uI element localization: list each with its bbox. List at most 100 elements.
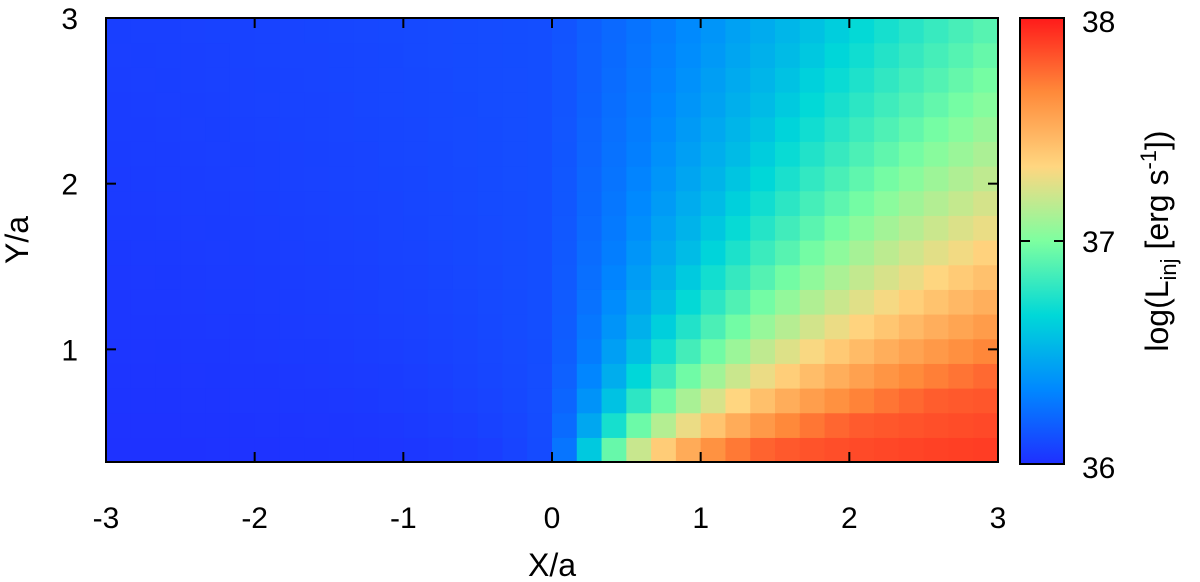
heatmap-cell (824, 314, 850, 340)
heatmap-cell (180, 314, 206, 340)
heatmap-cell (750, 240, 776, 266)
heatmap-cell (775, 289, 801, 315)
heatmap-cell (849, 412, 875, 438)
heatmap-cell (626, 141, 652, 167)
x-tick-label: 0 (544, 502, 561, 535)
heatmap-cell (799, 314, 826, 340)
heatmap-cell (923, 388, 950, 414)
heatmap-cell (552, 92, 578, 118)
heatmap-cell (180, 240, 206, 266)
heatmap-cell (898, 116, 925, 142)
heatmap-cell (502, 314, 528, 340)
heatmap-cell (279, 166, 305, 192)
heatmap-cell (304, 92, 330, 118)
heatmap-cell (576, 42, 603, 68)
heatmap-cell (675, 141, 702, 167)
heatmap-cell (948, 190, 974, 216)
heatmap-cell (651, 116, 677, 142)
heatmap-cell (180, 388, 206, 414)
heatmap-cell (304, 412, 330, 438)
heatmap-cell (452, 67, 479, 93)
heatmap-cell (229, 190, 256, 216)
heatmap-cell (651, 141, 677, 167)
heatmap-cell (675, 289, 702, 315)
heatmap-cell (353, 363, 380, 389)
x-tick-label: 1 (692, 502, 709, 535)
heatmap-cell (329, 42, 355, 68)
heatmap-cell (651, 190, 677, 216)
heatmap-cell (775, 437, 801, 463)
heatmap-cell (973, 437, 999, 463)
heatmap-cell (601, 388, 627, 414)
heatmap-cell (403, 412, 429, 438)
heatmap-cell (452, 166, 479, 192)
heatmap-cell (874, 412, 900, 438)
heatmap-cell (849, 314, 875, 340)
heatmap-cell (304, 363, 330, 389)
heatmap-cell (452, 289, 479, 315)
heatmap-cell (452, 264, 479, 290)
heatmap-cell (279, 264, 305, 290)
heatmap-cell (130, 141, 157, 167)
heatmap-cell (353, 116, 380, 142)
heatmap-cell (229, 18, 256, 44)
heatmap-cell (304, 338, 330, 364)
heatmap-cell (452, 338, 479, 364)
heatmap-cell (651, 338, 677, 364)
heatmap-cell (229, 141, 256, 167)
heatmap-cell (477, 388, 504, 414)
heatmap-cell (304, 215, 330, 241)
heatmap-cell (849, 289, 875, 315)
heatmap-cell (799, 412, 826, 438)
heatmap-cell (824, 264, 850, 290)
heatmap-cell (130, 314, 157, 340)
heatmap-cell (279, 215, 305, 241)
heatmap-cell (329, 289, 355, 315)
heatmap-cell (824, 190, 850, 216)
y-axis-ticks: 1 2 3 (61, 3, 998, 367)
heatmap-cell (626, 437, 652, 463)
heatmap-cell (725, 363, 751, 389)
heatmap-cell (205, 289, 231, 315)
heatmap-cell (874, 338, 900, 364)
heatmap-cell (675, 190, 702, 216)
heatmap-cell (130, 437, 157, 463)
heatmap-cell (106, 116, 132, 142)
heatmap-cell (304, 166, 330, 192)
heatmap-cell (750, 116, 776, 142)
heatmap-cell (973, 388, 999, 414)
heatmap-cell (874, 42, 900, 68)
heatmap-cell (502, 141, 528, 167)
heatmap-cell (477, 166, 504, 192)
heatmap-cell (477, 289, 504, 315)
heatmap-cell (626, 116, 652, 142)
heatmap-cell (477, 314, 504, 340)
heatmap-cell (725, 388, 751, 414)
heatmap-cell (601, 18, 627, 44)
heatmap-cell (403, 215, 429, 241)
heatmap-cell (254, 67, 281, 93)
heatmap-cell (180, 412, 206, 438)
heatmap-cell (552, 240, 578, 266)
heatmap-cell (948, 363, 974, 389)
heatmap-cell (775, 116, 801, 142)
heatmap-cell (799, 338, 826, 364)
heatmap-cell (923, 166, 950, 192)
heatmap-cell (626, 264, 652, 290)
heatmap-cell (403, 240, 429, 266)
heatmap-cell (775, 314, 801, 340)
heatmap-cell (775, 363, 801, 389)
heatmap-cell (552, 412, 578, 438)
heatmap-cell (898, 363, 925, 389)
heatmap-cell (601, 67, 627, 93)
heatmap-cell (849, 166, 875, 192)
heatmap-cell (353, 412, 380, 438)
heatmap-cell (898, 289, 925, 315)
heatmap-cell (923, 264, 950, 290)
heatmap-cell (106, 437, 132, 463)
heatmap-cell (229, 412, 256, 438)
heatmap-cell (452, 240, 479, 266)
heatmap-cell (254, 116, 281, 142)
heatmap-cell (750, 190, 776, 216)
heatmap-cell (552, 437, 578, 463)
